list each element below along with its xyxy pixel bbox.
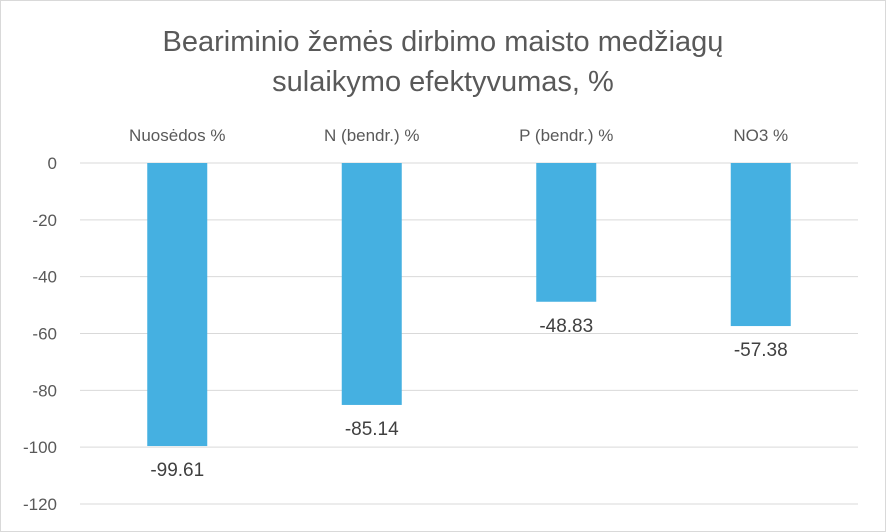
y-tick-label: -20 [32, 211, 57, 230]
data-label: -85.14 [345, 419, 399, 440]
bars [147, 163, 791, 447]
category-label: N (bendr.) % [324, 126, 419, 145]
y-tick-label: -40 [32, 268, 57, 287]
category-label: P (bendr.) % [519, 126, 613, 145]
gridlines [80, 162, 858, 505]
category-label: NO3 % [733, 126, 788, 145]
data-labels: -99.61 -85.14 -48.83 -57.38 [150, 316, 787, 481]
data-label: -48.83 [539, 316, 593, 337]
bar [536, 163, 597, 302]
category-label: Nuosėdos % [129, 126, 225, 145]
data-label: -99.61 [150, 460, 204, 481]
data-label: -57.38 [734, 340, 788, 361]
y-tick-label: 0 [48, 154, 57, 173]
bar [341, 163, 402, 405]
y-tick-label: -100 [23, 438, 57, 457]
category-labels: Nuosėdos % N (bendr.) % P (bendr.) % NO3 % [129, 126, 788, 145]
y-tick-label: -60 [32, 325, 57, 344]
bar [147, 163, 208, 447]
y-axis-tick-labels: 0 -20 -40 -60 -80 -100 -120 [23, 154, 57, 514]
y-tick-label: -120 [23, 495, 57, 514]
bar [730, 163, 791, 327]
chart-title-line-2: sulaikymo efektyvumas, % [272, 66, 614, 98]
chart-title-line-1: Beariminio žemės dirbimo maisto medžiagų [162, 26, 724, 58]
chart-title: Beariminio žemės dirbimo maisto medžiagų… [0, 22, 886, 102]
y-tick-label: -80 [32, 381, 57, 400]
